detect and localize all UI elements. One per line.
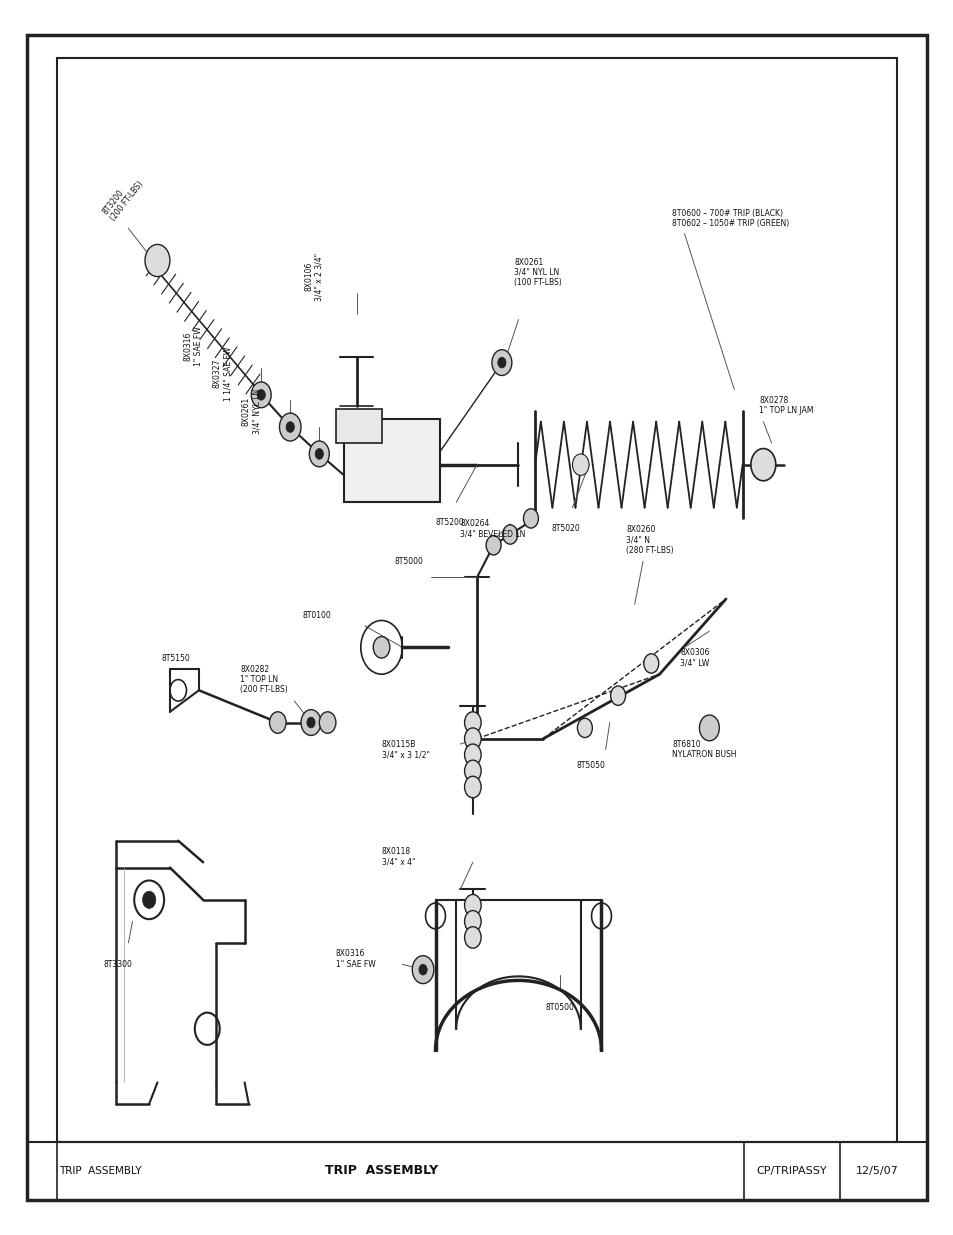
Text: 8T0600 – 700# TRIP (BLACK)
8T0602 – 1050# TRIP (GREEN): 8T0600 – 700# TRIP (BLACK) 8T0602 – 1050… <box>671 209 788 228</box>
Text: 8X0115B
3/4" x 3 1/2": 8X0115B 3/4" x 3 1/2" <box>381 740 429 760</box>
Text: 8X0118
3/4" x 4": 8X0118 3/4" x 4" <box>381 847 415 867</box>
Bar <box>335 409 381 443</box>
Circle shape <box>251 382 271 408</box>
Text: 8X0260
3/4" N
(280 FT-LBS): 8X0260 3/4" N (280 FT-LBS) <box>626 525 674 555</box>
Text: 8T0500: 8T0500 <box>545 1003 574 1011</box>
Text: 8X0316
1" SAE FW: 8X0316 1" SAE FW <box>335 950 375 968</box>
Circle shape <box>464 760 480 782</box>
Circle shape <box>309 441 329 467</box>
Circle shape <box>464 743 480 766</box>
Text: CP/TRIPASSY: CP/TRIPASSY <box>756 1166 826 1176</box>
Circle shape <box>301 710 320 735</box>
Circle shape <box>279 412 301 441</box>
Text: 8X0106
3/4" x 2 3/4": 8X0106 3/4" x 2 3/4" <box>304 253 323 300</box>
Bar <box>344 420 439 503</box>
Text: 8X0316
1" SAE FW: 8X0316 1" SAE FW <box>184 326 203 367</box>
Text: 8T5200: 8T5200 <box>436 519 464 527</box>
Text: 8T5150: 8T5150 <box>161 653 191 662</box>
Text: 8T0100: 8T0100 <box>302 610 331 620</box>
Text: 8X0327
1 1/4" SAE FW: 8X0327 1 1/4" SAE FW <box>213 346 232 400</box>
Circle shape <box>497 357 505 368</box>
Text: TRIP  ASSEMBLY: TRIP ASSEMBLY <box>325 1165 437 1177</box>
Text: 8T5020: 8T5020 <box>551 524 579 532</box>
Bar <box>57 58 896 1142</box>
Text: TRIP  ASSEMBLY: TRIP ASSEMBLY <box>59 1166 142 1176</box>
Circle shape <box>464 777 480 798</box>
Text: 8T3200
(200 FT-LBS): 8T3200 (200 FT-LBS) <box>101 173 145 224</box>
Text: 8X0282
1" TOP LN
(200 FT-LBS): 8X0282 1" TOP LN (200 FT-LBS) <box>240 664 288 694</box>
Circle shape <box>314 448 323 459</box>
Circle shape <box>464 727 480 750</box>
Text: 8T5050: 8T5050 <box>576 761 605 769</box>
Circle shape <box>502 525 517 545</box>
Circle shape <box>307 718 314 727</box>
Circle shape <box>464 910 480 932</box>
Circle shape <box>572 454 588 475</box>
Circle shape <box>492 350 512 375</box>
Text: 8X0306
3/4" LW: 8X0306 3/4" LW <box>679 648 709 668</box>
Circle shape <box>270 711 286 734</box>
Text: 8T6810
NYLATRON BUSH: 8T6810 NYLATRON BUSH <box>671 740 736 760</box>
Text: 8X0261
3/4" NYL LN: 8X0261 3/4" NYL LN <box>241 388 261 433</box>
Circle shape <box>643 653 659 673</box>
Text: 12/5/07: 12/5/07 <box>856 1166 898 1176</box>
Circle shape <box>750 448 775 480</box>
Text: 8T5000: 8T5000 <box>394 557 422 566</box>
Circle shape <box>256 389 265 400</box>
Text: 8X0261
3/4" NYL LN
(100 FT-LBS): 8X0261 3/4" NYL LN (100 FT-LBS) <box>514 258 561 288</box>
Circle shape <box>464 894 480 916</box>
Circle shape <box>577 719 592 737</box>
Circle shape <box>699 715 719 741</box>
Text: 8T3300: 8T3300 <box>104 960 132 968</box>
Circle shape <box>464 926 480 948</box>
Circle shape <box>486 536 500 555</box>
Circle shape <box>373 636 390 658</box>
Circle shape <box>142 892 155 909</box>
Circle shape <box>286 421 294 432</box>
Text: 8X0278
1" TOP LN JAM: 8X0278 1" TOP LN JAM <box>759 396 813 415</box>
Circle shape <box>418 965 427 976</box>
Text: 8X0264
3/4" BEVELED LN: 8X0264 3/4" BEVELED LN <box>460 520 525 538</box>
Circle shape <box>610 685 625 705</box>
Circle shape <box>523 509 537 529</box>
Circle shape <box>319 711 335 734</box>
Circle shape <box>145 245 170 277</box>
Circle shape <box>464 711 480 734</box>
Circle shape <box>412 956 434 983</box>
